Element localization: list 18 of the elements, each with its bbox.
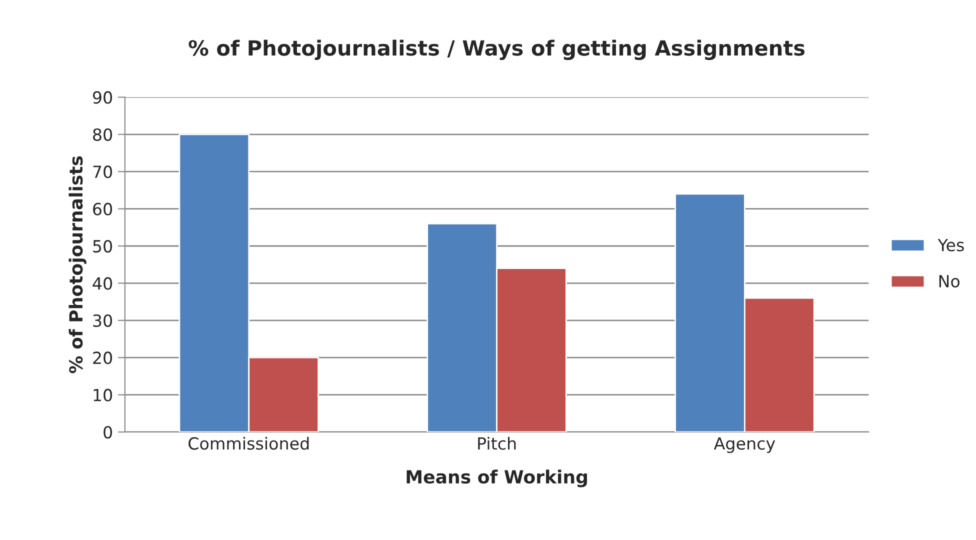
y-tick-label: 40 — [92, 277, 112, 290]
chart-title: % of Photojournalists / Ways of getting Assignments — [188, 40, 805, 60]
x-tick-label: Pitch — [478, 436, 516, 450]
y-tick-label: 20 — [93, 352, 112, 364]
y-tick-label: 50 — [93, 240, 112, 253]
x-tick-label: Commissioned — [188, 436, 309, 450]
y-tick-label: 80 — [93, 128, 112, 141]
y-tick-label: 70 — [93, 166, 112, 178]
y-axis-title: % of Photojournalists — [68, 156, 86, 374]
y-tick-label: 90 — [92, 91, 112, 104]
x-tick-label: Agency — [714, 437, 776, 453]
y-tick-label: 60 — [93, 202, 112, 216]
y-tick-label: 10 — [94, 388, 112, 402]
y-tick-label: 30 — [93, 314, 112, 327]
legend-label: Yes — [938, 238, 964, 252]
x-axis-title: Means of Working — [406, 470, 587, 488]
y-tick-label: 0 — [104, 426, 112, 439]
legend-label: No — [939, 275, 960, 288]
